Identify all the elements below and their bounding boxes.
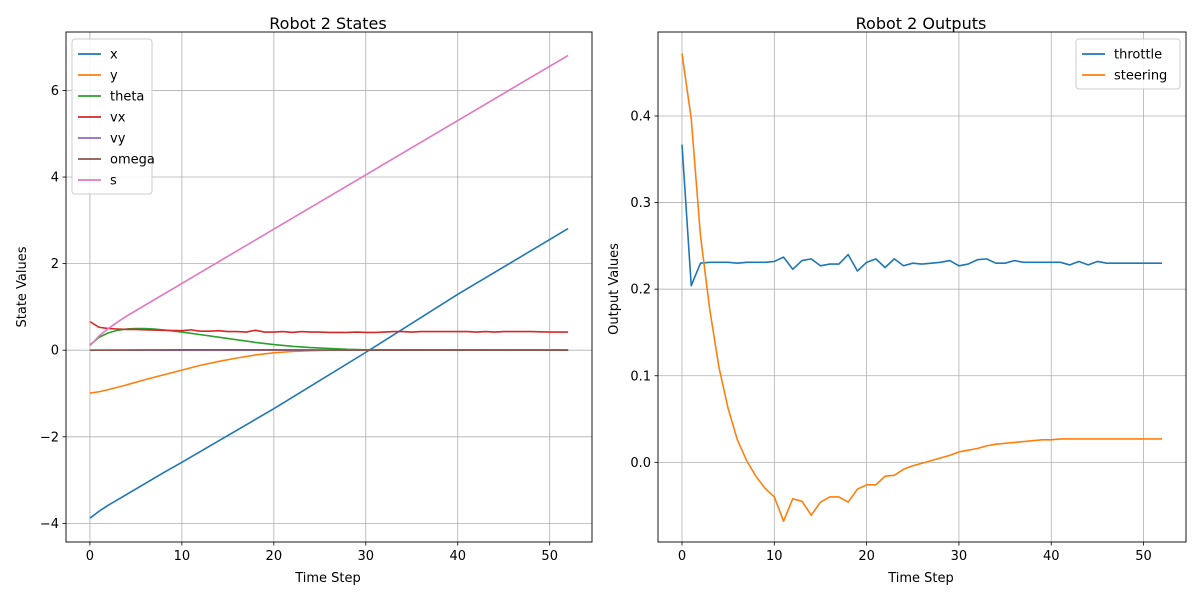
outputs-legend-label-steering: steering <box>1114 69 1167 84</box>
states-legend-box <box>71 38 153 195</box>
states-chart-title: Robot 2 States <box>269 14 386 33</box>
outputs-legend-box <box>1075 38 1181 90</box>
states-series-group <box>89 54 569 519</box>
states-x-tick-label: 20 <box>266 549 283 564</box>
outputs-series-group <box>681 53 1162 523</box>
states-series-vx <box>89 320 569 334</box>
states-x-tick-label: 0 <box>86 549 94 564</box>
states-series-x <box>89 227 569 519</box>
states-legend: xy theta vx vy omega s <box>71 38 155 195</box>
outputs-y-tick-label: 0.4 <box>630 109 651 124</box>
states-x-tick-label: 30 <box>358 549 375 564</box>
states-legend-label-s: s <box>110 174 117 189</box>
outputs-x-tick-label: 10 <box>766 549 783 564</box>
states-y-tick-label: −2 <box>40 430 59 445</box>
outputs-axes-frame <box>657 31 1187 543</box>
outputs-y-tick-label: 0.1 <box>630 369 651 384</box>
states-y-tick-label: 2 <box>51 257 59 272</box>
outputs-x-tick-label: 0 <box>678 549 686 564</box>
states-x-tick-label: 10 <box>174 549 191 564</box>
states-y-tick-label: −4 <box>40 517 59 532</box>
outputs-x-tick-label: 20 <box>858 549 875 564</box>
outputs-chart-title: Robot 2 Outputs <box>856 14 987 33</box>
outputs-x-tick-label: 40 <box>1043 549 1060 564</box>
states-x-tick-label: 50 <box>541 549 558 564</box>
states-legend-label-vy: vy <box>110 132 126 147</box>
outputs-x-axis-label: Time Step <box>887 571 954 586</box>
outputs-legend-label-throttle: throttle <box>1114 48 1162 63</box>
states-x-axis-label: Time Step <box>294 571 361 586</box>
states-axes-frame <box>65 31 593 543</box>
states-series-s <box>89 54 569 347</box>
outputs-grid <box>658 32 1186 542</box>
states-x-tick-label: 40 <box>449 549 466 564</box>
states-legend-label-theta: theta <box>110 90 144 105</box>
outputs-y-axis-label: Output Values <box>607 243 622 335</box>
states-chart: Robot 2 States Time Step State Values 0 1… <box>15 14 593 586</box>
outputs-x-tick-label: 50 <box>1135 549 1152 564</box>
outputs-legend: throttle steering <box>1075 38 1181 90</box>
outputs-x-tick-label: 30 <box>951 549 968 564</box>
states-legend-label-x: x <box>110 48 118 63</box>
states-y-tick-label: 6 <box>51 84 59 99</box>
states-y-tick-label: 0 <box>51 344 59 359</box>
outputs-y-tick-label: 0.3 <box>630 196 651 211</box>
outputs-series-steering <box>681 53 1162 523</box>
states-legend-label-omega: omega <box>110 153 155 168</box>
states-legend-label-y: y <box>110 69 118 84</box>
outputs-y-tick-label: 0.2 <box>630 283 651 298</box>
states-y-axis-label: State Values <box>15 246 30 327</box>
states-legend-label-vx: vx <box>110 111 126 126</box>
outputs-y-tick-label: 0.0 <box>630 456 651 471</box>
outputs-chart: Robot 2 Outputs Time Step Output Values … <box>607 14 1187 586</box>
states-y-tick-label: 4 <box>51 171 59 186</box>
outputs-series-throttle <box>681 144 1162 287</box>
